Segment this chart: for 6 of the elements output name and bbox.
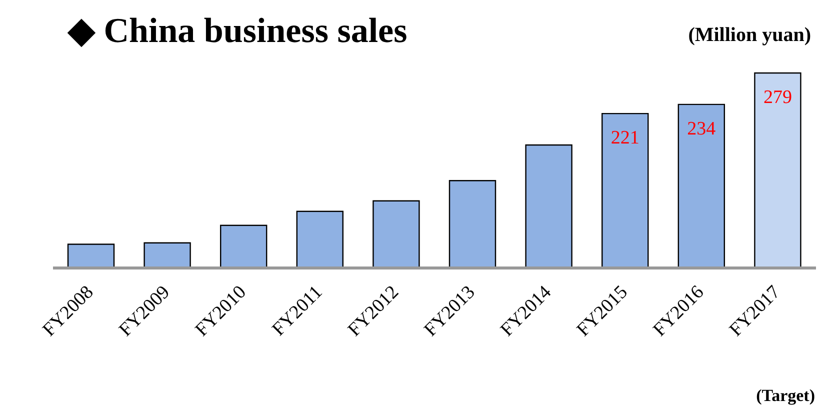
data-label: 221 <box>610 128 640 149</box>
chart-title: ◆ China business sales <box>68 10 408 51</box>
text: (Target) <box>756 386 815 406</box>
y-axis-title: (Million yuan) <box>688 24 811 47</box>
data-label: 234 <box>687 118 716 140</box>
data-label: 279 <box>763 87 792 108</box>
